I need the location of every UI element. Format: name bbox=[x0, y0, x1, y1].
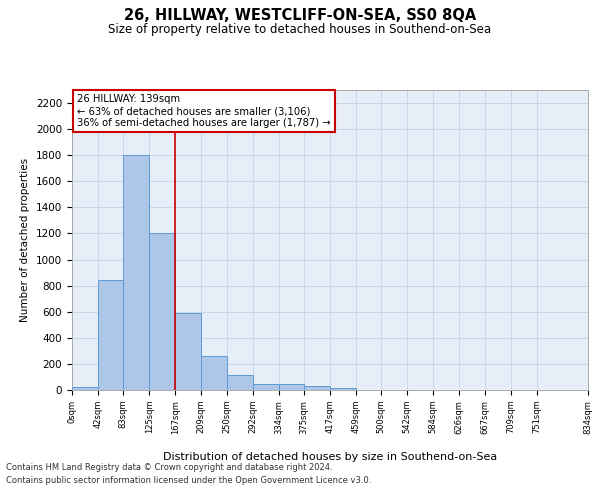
Bar bbox=[124, 155, 149, 390]
Text: 26, HILLWAY, WESTCLIFF-ON-SEA, SS0 8QA: 26, HILLWAY, WESTCLIFF-ON-SEA, SS0 8QA bbox=[124, 8, 476, 22]
Bar bbox=[330, 388, 356, 390]
Text: Contains public sector information licensed under the Open Government Licence v3: Contains public sector information licen… bbox=[6, 476, 371, 485]
Text: 26 HILLWAY: 139sqm
← 63% of detached houses are smaller (3,106)
36% of semi-deta: 26 HILLWAY: 139sqm ← 63% of detached hou… bbox=[77, 94, 331, 128]
Bar bbox=[98, 280, 124, 390]
Bar bbox=[149, 234, 175, 390]
Text: Size of property relative to detached houses in Southend-on-Sea: Size of property relative to detached ho… bbox=[109, 22, 491, 36]
Bar bbox=[72, 386, 98, 390]
Bar bbox=[202, 356, 227, 390]
Bar bbox=[227, 375, 253, 390]
Bar bbox=[175, 313, 202, 390]
Text: Contains HM Land Registry data © Crown copyright and database right 2024.: Contains HM Land Registry data © Crown c… bbox=[6, 464, 332, 472]
Bar bbox=[253, 384, 278, 390]
Bar bbox=[278, 384, 304, 390]
Y-axis label: Number of detached properties: Number of detached properties bbox=[20, 158, 31, 322]
Bar bbox=[304, 386, 330, 390]
Text: Distribution of detached houses by size in Southend-on-Sea: Distribution of detached houses by size … bbox=[163, 452, 497, 462]
